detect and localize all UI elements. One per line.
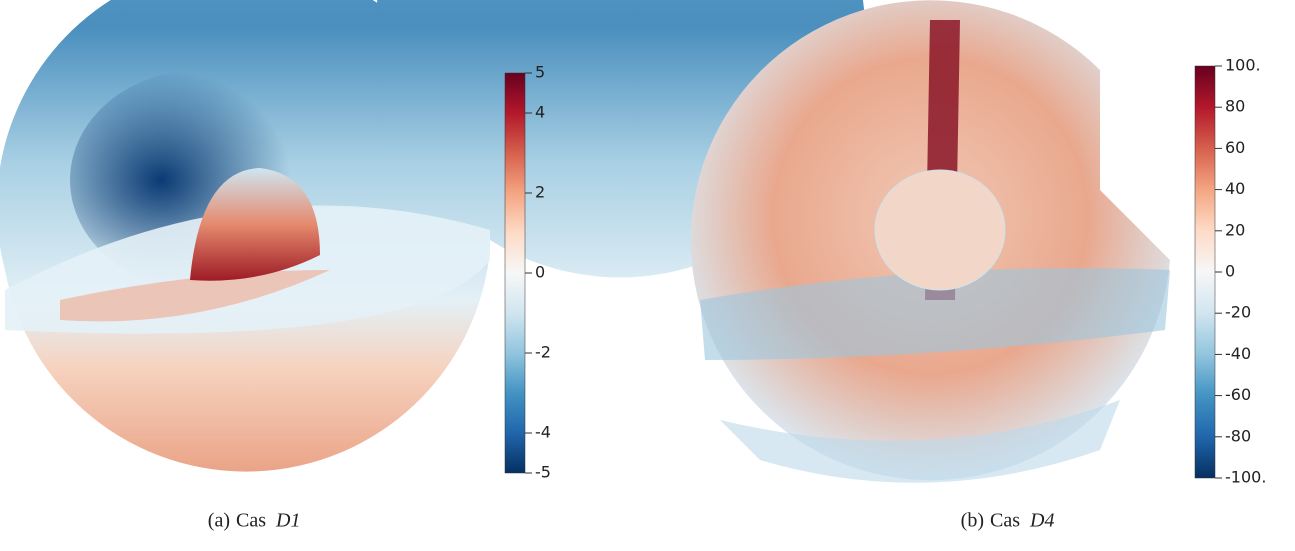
colorbar-tick-label: 0	[535, 263, 545, 282]
colorbar-tick-label: -2	[535, 343, 551, 362]
colorbar-tick-label: 0	[1225, 262, 1235, 281]
colorbar-tick-label: 100.	[1225, 56, 1261, 75]
colorbar-tick-label: 80	[1225, 97, 1245, 116]
colorbar-tick-label: -4	[535, 423, 551, 442]
caption-var: D1	[275, 510, 300, 532]
colorbar-tick-label: 5	[535, 63, 545, 82]
colorbar-tick-label: 40	[1225, 179, 1245, 198]
colorbar-tick-label: 60	[1225, 138, 1245, 157]
caption-label: (b)	[961, 510, 984, 532]
caption-text: Cas	[236, 510, 266, 532]
render-a	[0, 0, 866, 472]
caption-text: Cas	[990, 510, 1020, 532]
colorbar-tick-label: -60	[1225, 385, 1251, 404]
colorbar-tick-label: 2	[535, 183, 545, 202]
colorbar	[1194, 65, 1216, 479]
colorbar-tick-label: 20	[1225, 220, 1245, 239]
colorbar-tick-label: 4	[535, 103, 545, 122]
colorbar-tick-label: -5	[535, 463, 551, 482]
render-b	[690, 0, 1170, 483]
caption-var: D4	[1029, 510, 1054, 532]
colorbar	[504, 72, 526, 474]
colorbar-tick-label: -80	[1225, 426, 1251, 445]
colorbar-tick-label: -40	[1225, 344, 1251, 363]
caption-label: (a)	[208, 510, 230, 532]
colorbar-tick-label: -100.	[1225, 468, 1266, 487]
colorbar-tick-label: -20	[1225, 303, 1251, 322]
